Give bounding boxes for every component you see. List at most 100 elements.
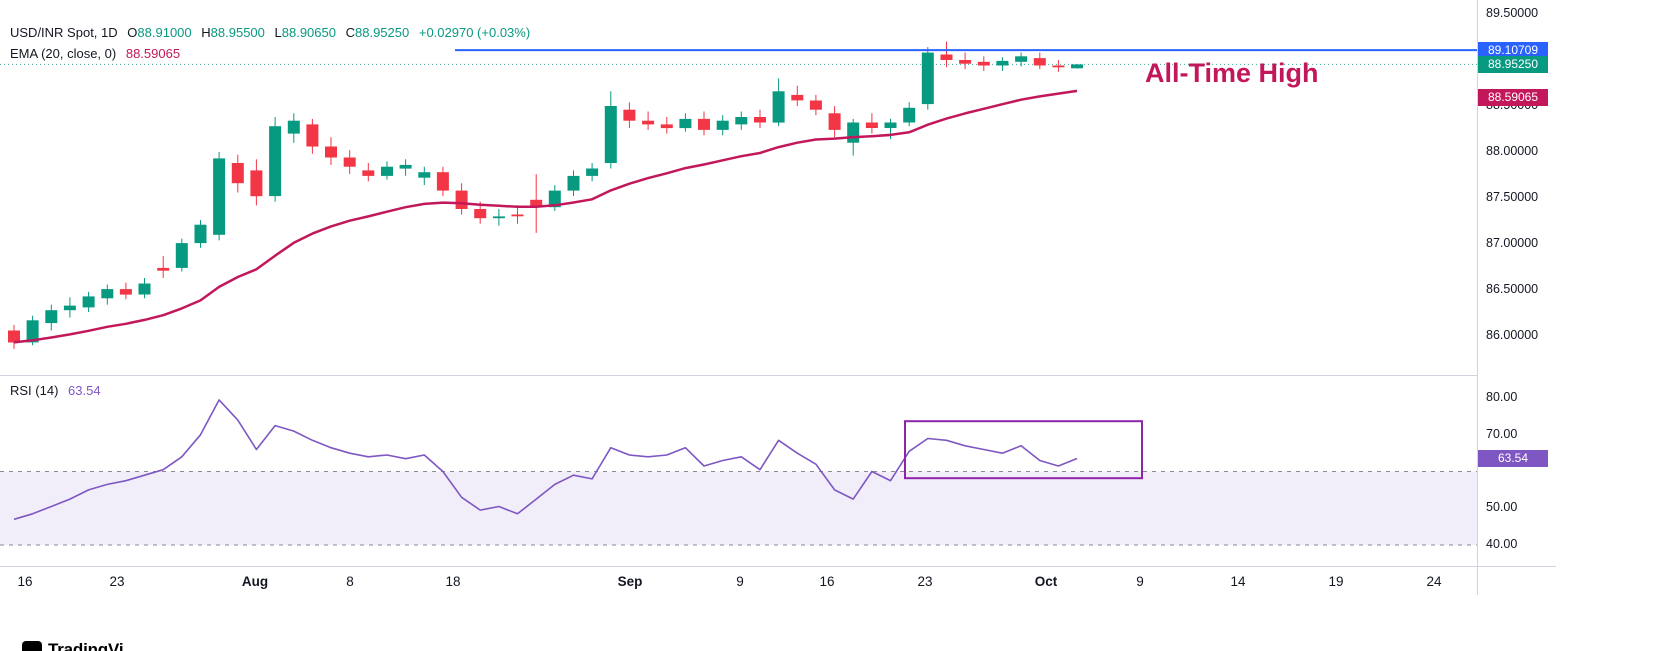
time-axis-label-month: Aug	[241, 574, 269, 589]
price-chart-canvas[interactable]	[0, 0, 1477, 376]
candle	[586, 168, 599, 176]
candle	[698, 118, 710, 130]
time-axis-label: 23	[917, 574, 933, 589]
candle	[921, 52, 934, 105]
rsi-chart-canvas[interactable]	[0, 376, 1477, 565]
rsi-legend[interactable]: RSI (14) 63.54	[10, 383, 101, 398]
candle	[1052, 65, 1065, 68]
price-axis-tick: 87.50000	[1486, 189, 1539, 204]
candle	[8, 330, 20, 343]
candle	[213, 158, 226, 235]
candle	[343, 157, 356, 167]
open-label: O	[127, 25, 138, 40]
candle	[511, 214, 524, 217]
time-axis-label-month: Sep	[617, 574, 643, 589]
rsi-band	[0, 471, 1477, 545]
ath-text-annotation[interactable]: All-Time High	[1145, 58, 1319, 88]
candle	[101, 289, 114, 299]
pane-divider[interactable]	[0, 375, 1477, 376]
candle	[940, 54, 953, 60]
candle	[772, 91, 785, 123]
high-value: 88.95500	[210, 25, 265, 40]
candle	[903, 107, 916, 123]
rsi-indicator-label: RSI (14)	[10, 383, 59, 398]
time-axis-label: 9	[736, 574, 744, 589]
legend-row-symbol[interactable]: USD/INR Spot, 1D O88.91000 H88.95500 L88…	[10, 22, 530, 43]
tradingview-logo-text: TradingVi	[48, 640, 124, 651]
candle	[791, 94, 804, 101]
candle	[287, 120, 300, 134]
rsi-axis-tick: 40.00	[1486, 537, 1518, 552]
price-pane[interactable]: USD/INR Spot, 1D O88.91000 H88.95500 L88…	[0, 0, 1477, 376]
open-value: 88.91000	[137, 25, 192, 40]
time-axis-label: 16	[819, 574, 835, 589]
candle	[1033, 58, 1046, 66]
candle	[194, 224, 207, 244]
candle	[847, 122, 860, 143]
candle	[977, 61, 990, 66]
candle	[26, 320, 39, 343]
candle	[530, 199, 543, 208]
candle	[175, 243, 188, 268]
time-axis-label: 9	[1136, 574, 1144, 589]
tradingview-logo-icon	[22, 641, 42, 651]
candle	[138, 283, 151, 295]
candle	[623, 109, 636, 121]
candle	[436, 172, 449, 191]
rsi-axis-tick: 70.00	[1486, 426, 1518, 441]
time-scale[interactable]: 16 23 Aug 8 18 Sep 9 16 23 Oct 9 14 19 24	[0, 566, 1556, 595]
candle	[884, 122, 897, 128]
price-scale[interactable]: 89.10709 88.95250 88.59065 63.54 89.5000…	[1477, 0, 1561, 595]
low-label: L	[274, 25, 282, 40]
candle	[231, 163, 244, 184]
candle	[63, 305, 76, 311]
candle	[45, 310, 58, 324]
time-axis-label: 23	[109, 574, 125, 589]
candle	[474, 209, 487, 219]
price-axis-tick: 86.00000	[1486, 327, 1539, 342]
rsi-axis-tick: 80.00	[1486, 390, 1518, 405]
candle	[735, 117, 748, 125]
candle	[455, 190, 468, 209]
candle	[306, 124, 319, 147]
ema-line[interactable]	[13, 89, 1078, 344]
candle	[82, 296, 95, 308]
candle	[1071, 64, 1083, 69]
rsi-range-box-annotation[interactable]	[904, 420, 1143, 480]
last-price-label: 88.95250	[1478, 55, 1548, 73]
candle	[325, 146, 337, 158]
price-axis-tick: 89.50000	[1486, 5, 1539, 20]
legend: USD/INR Spot, 1D O88.91000 H88.95500 L88…	[10, 22, 530, 64]
candle	[865, 122, 878, 128]
time-axis-label: 19	[1328, 574, 1344, 589]
close-label: C	[345, 25, 355, 40]
rsi-line[interactable]	[13, 399, 1078, 521]
legend-row-ema[interactable]: EMA (20, close, 0) 88.59065	[10, 43, 530, 64]
candle	[828, 113, 841, 130]
time-axis-label: 8	[346, 574, 354, 589]
candle	[716, 120, 729, 130]
candle	[809, 100, 822, 110]
candle	[119, 289, 132, 295]
candle	[604, 106, 617, 163]
tradingview-logo[interactable]: TradingVi	[22, 640, 124, 651]
candle	[399, 164, 412, 169]
symbol-title[interactable]: USD/INR Spot, 1D	[10, 25, 118, 40]
low-value: 88.90650	[281, 25, 336, 40]
candle	[567, 175, 580, 191]
ema-indicator-label: EMA (20, close, 0)	[10, 46, 117, 61]
candle	[381, 166, 393, 176]
ema-indicator-value: 88.59065	[125, 46, 181, 61]
candle	[754, 117, 766, 123]
candle	[548, 190, 561, 208]
high-label: H	[201, 25, 211, 40]
price-axis-tick: 87.00000	[1486, 235, 1539, 250]
price-axis-tick: 86.50000	[1486, 281, 1539, 296]
time-axis-label: 16	[17, 574, 33, 589]
candle	[996, 60, 1009, 66]
rsi-pane[interactable]: RSI (14) 63.54	[0, 376, 1477, 565]
candle	[492, 216, 505, 219]
time-axis-label: 18	[445, 574, 461, 589]
time-axis-label-month: Oct	[1034, 574, 1058, 589]
candle	[157, 267, 170, 271]
